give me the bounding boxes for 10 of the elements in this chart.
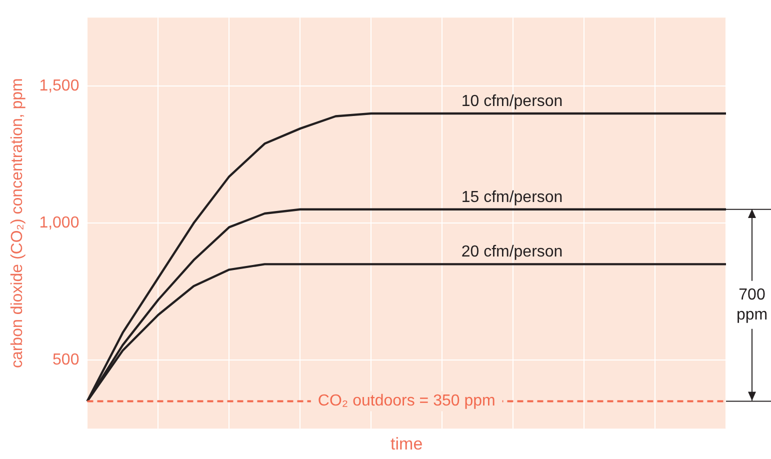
x-axis-title: time: [390, 434, 423, 454]
text: 700 ppm: [736, 286, 768, 324]
series-label: 10 cfm/person: [461, 92, 563, 110]
y-axis-title: carbon dioxide (CO₂) concentration, ppm: [9, 78, 26, 368]
y-tick-label: 1,000: [39, 214, 80, 232]
y-tick-label: 1,500: [39, 78, 80, 95]
series-label: 15 cfm/person: [461, 188, 563, 206]
series-label: 20 cfm/person: [461, 244, 563, 261]
ref-line-label: CO₂ outdoors = 350 ppm: [318, 392, 496, 410]
y-tick-label: 500: [52, 352, 80, 369]
